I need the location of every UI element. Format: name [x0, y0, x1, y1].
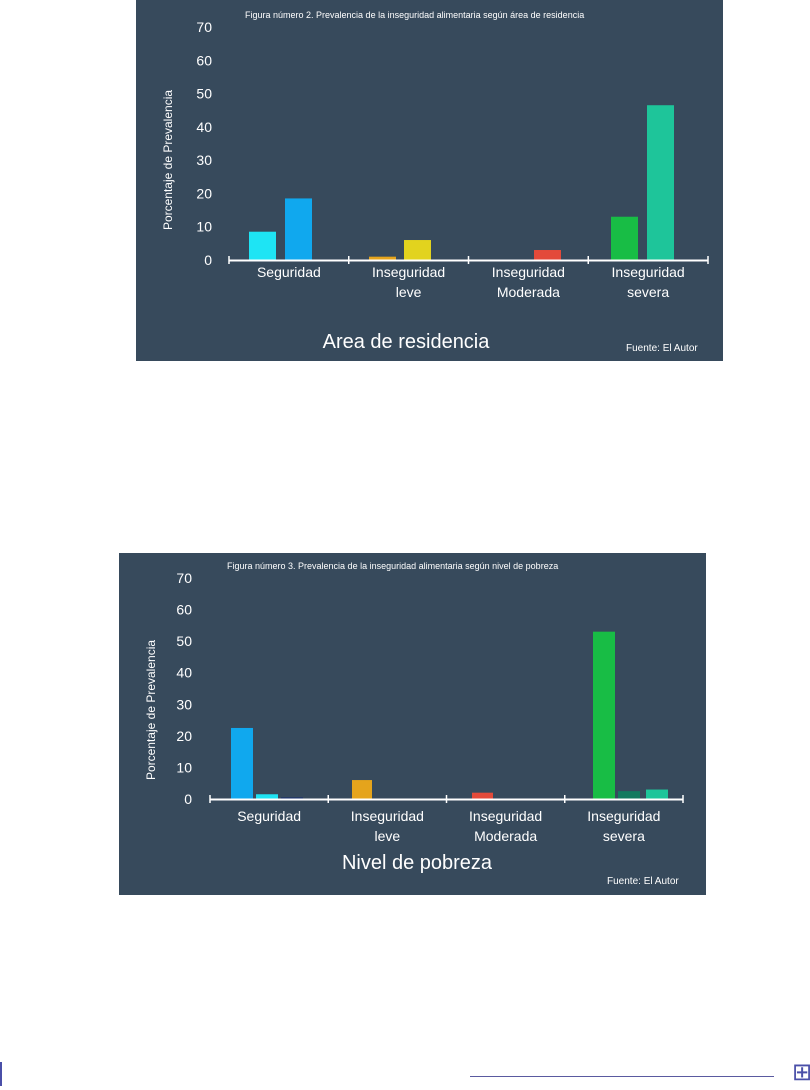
chart-title: Figura número 3. Prevalencia de la inseg… [227, 561, 558, 571]
footer-rule [470, 1076, 774, 1077]
y-tick-label: 10 [176, 759, 192, 775]
x-tick-label: Moderada [474, 828, 537, 844]
page-edge-mark [0, 1062, 2, 1086]
bar [647, 105, 674, 260]
bar [249, 231, 276, 260]
bar [618, 791, 640, 799]
y-tick-label: 10 [196, 219, 212, 235]
x-axis-label: Nivel de pobreza [342, 852, 493, 874]
y-tick-label: 40 [176, 665, 192, 681]
bar [256, 794, 278, 799]
x-tick-label: Moderada [497, 284, 560, 300]
bar [534, 250, 561, 260]
y-tick-label: 20 [176, 728, 192, 744]
bar [404, 240, 431, 260]
bar [646, 789, 668, 799]
chart-figure-2-svg: Figura número 2. Prevalencia de la inseg… [161, 10, 709, 354]
x-tick-label: leve [396, 284, 422, 300]
y-tick-label: 0 [184, 791, 192, 807]
x-tick-label: Inseguridad [469, 808, 542, 824]
chart-title: Figura número 2. Prevalencia de la inseg… [245, 10, 584, 20]
y-tick-label: 70 [176, 570, 192, 586]
y-axis-label: Porcentaje de Prevalencia [144, 640, 158, 780]
source-note: Fuente: El Autor [626, 343, 698, 354]
x-tick-label: Seguridad [237, 808, 301, 824]
page-corner-icon: ⊞ [792, 1058, 810, 1086]
y-tick-label: 30 [196, 152, 212, 168]
x-tick-label: Inseguridad [612, 264, 685, 280]
y-tick-label: 50 [196, 86, 212, 102]
x-tick-label: leve [375, 828, 401, 844]
bar [285, 198, 312, 260]
x-tick-label: Inseguridad [587, 808, 660, 824]
bar [281, 797, 303, 799]
y-tick-label: 0 [204, 252, 212, 268]
bar [472, 792, 493, 799]
bar [611, 216, 638, 260]
x-axis-label: Area de residencia [323, 331, 491, 353]
chart-figure-3-svg: Figura número 3. Prevalencia de la inseg… [144, 561, 684, 887]
y-tick-label: 60 [196, 52, 212, 68]
source-note: Fuente: El Autor [607, 876, 679, 887]
y-tick-label: 70 [196, 19, 212, 35]
chart-figure-2: Figura número 2. Prevalencia de la inseg… [136, 0, 723, 361]
chart-figure-3: Figura número 3. Prevalencia de la inseg… [119, 553, 706, 895]
bar [593, 631, 615, 799]
y-tick-label: 20 [196, 185, 212, 201]
x-tick-label: Inseguridad [492, 264, 565, 280]
y-tick-label: 30 [176, 696, 192, 712]
y-axis-label: Porcentaje de Prevalencia [161, 90, 175, 230]
y-tick-label: 50 [176, 633, 192, 649]
x-tick-label: severa [627, 284, 669, 300]
x-tick-label: Inseguridad [372, 264, 445, 280]
bar [231, 727, 253, 799]
y-tick-label: 60 [176, 602, 192, 618]
bar [369, 256, 396, 260]
bar [352, 780, 372, 799]
x-tick-label: Inseguridad [351, 808, 424, 824]
x-tick-label: Seguridad [257, 264, 321, 280]
x-tick-label: severa [603, 828, 645, 844]
y-tick-label: 40 [196, 119, 212, 135]
